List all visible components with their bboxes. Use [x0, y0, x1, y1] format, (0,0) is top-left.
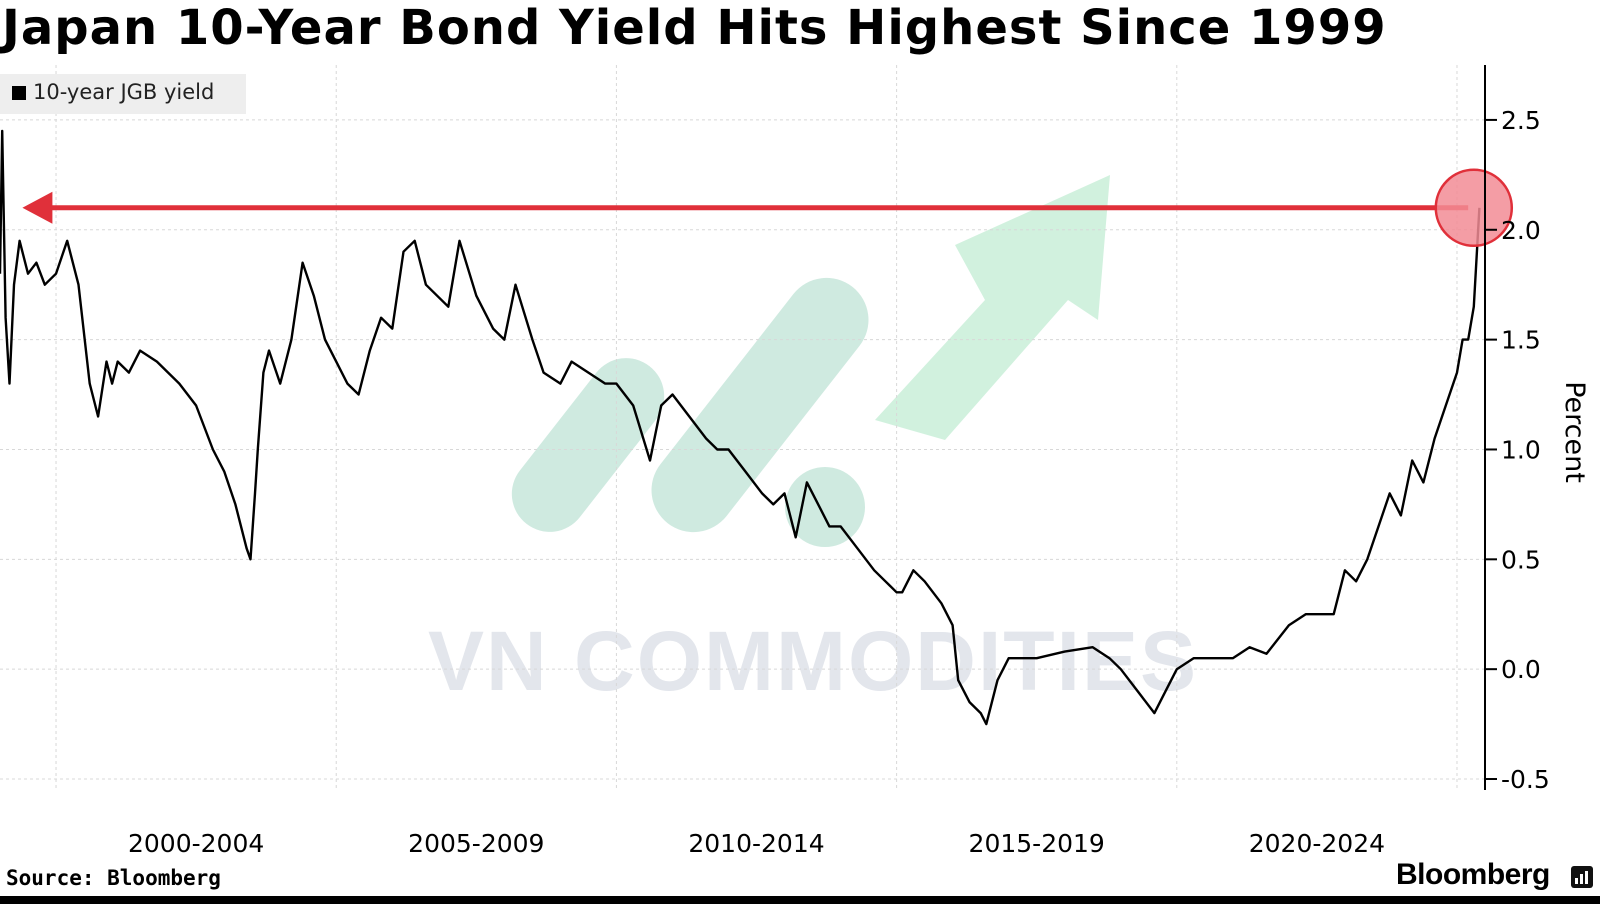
legend: 10-year JGB yield	[0, 74, 246, 114]
axis-layer: Percent 2.5 2.0 1.5 1.0 0.5 0.0 -0.5	[1484, 65, 1590, 794]
x-tick-label: 2015-2019	[969, 829, 1105, 858]
bottom-border	[0, 896, 1600, 904]
y-tick-label: 0.0	[1501, 655, 1541, 684]
annotation-highlight-circle	[1434, 168, 1514, 248]
watermark-arrow	[875, 175, 1110, 440]
source-note: Source: Bloomberg	[6, 866, 221, 890]
watermark-text: VN COMMODITIES	[428, 614, 1198, 708]
x-tick-label: 2010-2014	[688, 829, 824, 858]
y-axis-label: Percent	[1559, 381, 1590, 483]
x-tick-layer: 2000-2004 2005-2009 2010-2014 2015-2019 2020…	[128, 829, 1385, 858]
annotation-layer	[22, 168, 1514, 248]
grid	[0, 65, 1485, 790]
legend-swatch	[12, 86, 26, 100]
series-layer	[0, 129, 1481, 726]
y-tick-label: 1.0	[1501, 435, 1541, 464]
series-line-10-year-jgb-yield	[0, 129, 1481, 726]
watermark: VN COMMODITIES	[428, 175, 1198, 708]
legend-background	[0, 74, 246, 114]
bloomberg-bars-icon	[1571, 866, 1593, 888]
y-tick-label: 2.5	[1501, 106, 1541, 135]
y-tick-label: 2.0	[1501, 216, 1541, 245]
watermark-bar-2	[651, 277, 869, 533]
y-tick-label: 0.5	[1501, 545, 1541, 574]
y-tick-label: 1.5	[1501, 326, 1541, 355]
x-tick-label: 2000-2004	[128, 829, 264, 858]
brand-logo: Bloomberg	[1396, 858, 1550, 891]
chart-title: Japan 10-Year Bond Yield Hits Highest Si…	[2, 0, 1387, 56]
legend-label: 10-year JGB yield	[33, 80, 214, 104]
y-tick-label: -0.5	[1501, 765, 1550, 794]
watermark-bar-1	[511, 358, 665, 532]
x-tick-label: 2020-2024	[1249, 829, 1385, 858]
x-tick-label: 2005-2009	[408, 829, 544, 858]
annotation-arrow-head	[22, 191, 53, 224]
